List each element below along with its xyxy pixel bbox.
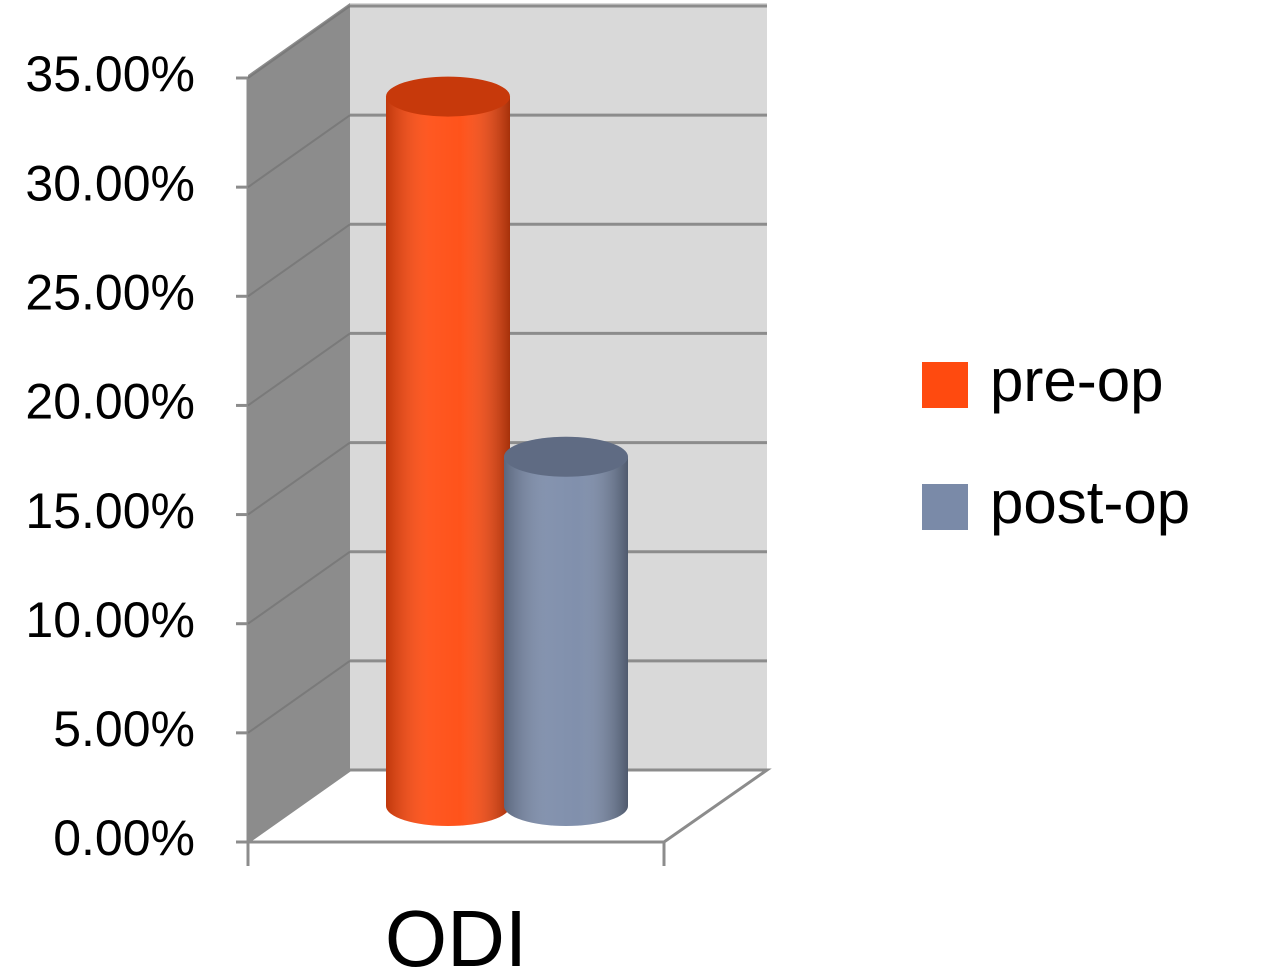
legend-label: pre-op [990, 347, 1163, 414]
legend-label: post-op [990, 469, 1190, 536]
bar-top-shade [504, 436, 628, 477]
bar-top [504, 436, 628, 477]
y-tick-label: 0.00% [53, 810, 195, 866]
cylinder [386, 76, 510, 827]
y-tick-label: 20.00% [25, 374, 195, 430]
side-wall [248, 3, 350, 842]
grid-line [247, 441, 351, 516]
y-tick-label: 10.00% [25, 592, 195, 648]
y-tick-label: 35.00% [25, 46, 195, 102]
grid-line [247, 660, 351, 734]
grid-line [247, 550, 351, 625]
grid-line [247, 114, 351, 188]
y-tick-label: 30.00% [25, 155, 195, 211]
bar-shade [386, 96, 510, 827]
grid-line [247, 223, 351, 298]
bar-top-shade [386, 76, 510, 117]
bar-shade [504, 456, 628, 826]
grid-line [247, 5, 351, 79]
legend-swatch [922, 484, 968, 530]
y-tick-label: 15.00% [25, 483, 195, 539]
grid-line [247, 332, 351, 407]
bar-top [386, 76, 510, 117]
y-tick-label: 5.00% [53, 701, 195, 757]
x-tick-label: ODI [385, 894, 527, 979]
y-tick-label: 25.00% [25, 264, 195, 320]
legend-swatch [922, 362, 968, 408]
cylinder [504, 436, 628, 826]
